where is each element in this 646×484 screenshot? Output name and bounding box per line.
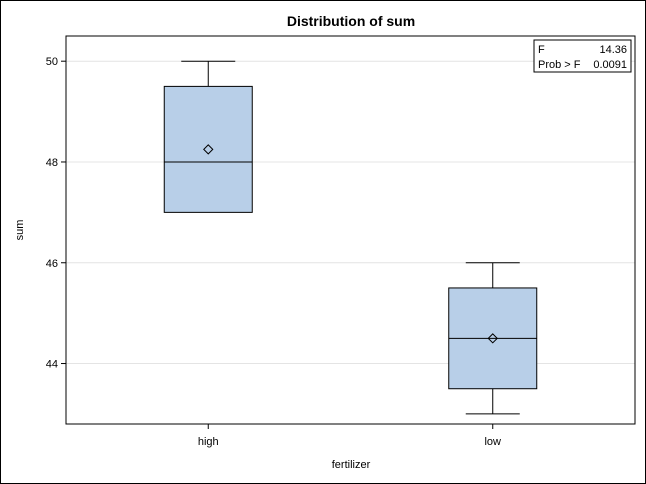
inset-value: 14.36 — [599, 44, 627, 56]
interquartile-box — [163, 85, 253, 213]
x-axis-label: fertilizer — [332, 459, 371, 471]
box-high — [163, 60, 253, 213]
plot-frame — [65, 35, 636, 425]
box-series — [163, 60, 538, 415]
inset-value: 0.0091 — [593, 59, 627, 71]
statistics-inset: F 14.36 Prob > F 0.0091 — [533, 39, 632, 73]
box-low — [448, 262, 538, 415]
x-tick-label: high — [198, 436, 219, 448]
y-tick-label: 46 — [46, 258, 58, 270]
y-tick-label: 48 — [46, 157, 58, 169]
inset-label: F — [538, 44, 545, 56]
axes: 44 46 48 50 high low — [46, 35, 636, 448]
grid-lines — [66, 60, 635, 365]
y-axis-label: sum — [14, 220, 26, 241]
inset-label: Prob > F — [538, 59, 581, 71]
mean-marker — [203, 144, 214, 155]
mean-marker — [487, 333, 498, 344]
inset-box — [533, 39, 632, 73]
chart-title: Distribution of sum — [287, 13, 415, 29]
y-tick-label: 50 — [46, 56, 58, 68]
x-tick-label: low — [484, 436, 501, 448]
y-tick-label: 44 — [46, 359, 58, 371]
